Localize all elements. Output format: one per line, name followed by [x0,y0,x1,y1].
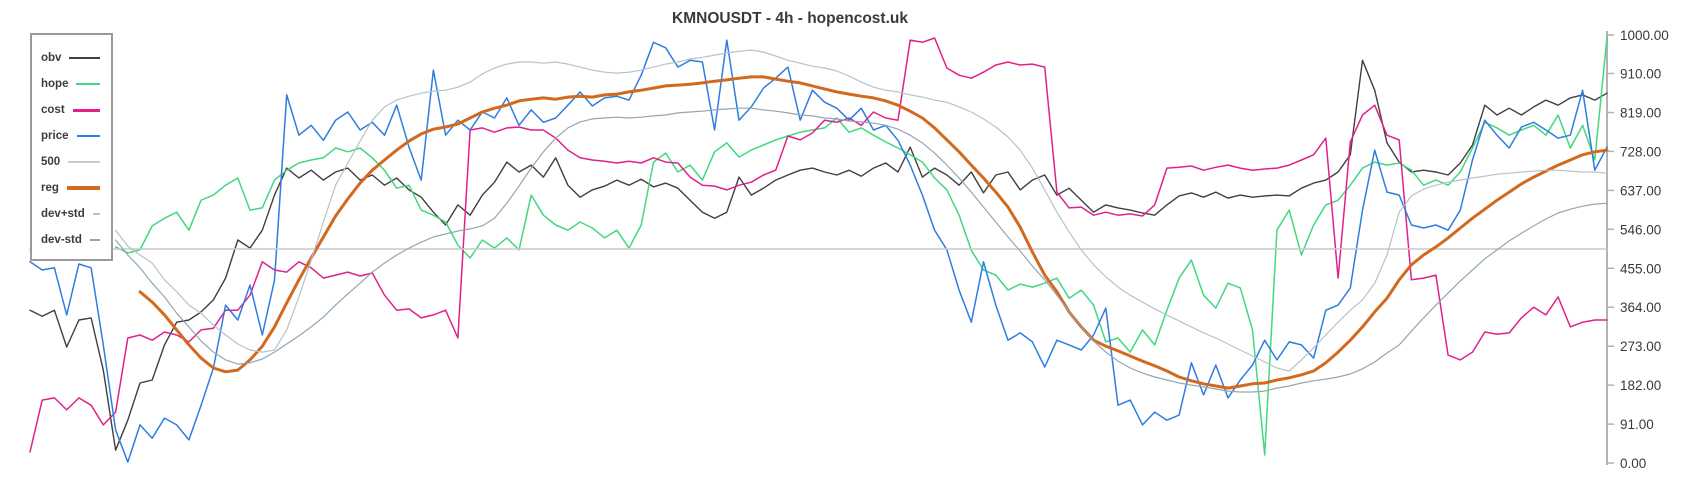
legend-item-swatch [76,135,100,137]
series-line-hope [114,36,1608,456]
y-axis-tick-label: 637.00 [1620,183,1661,198]
y-axis-tick-label: 455.00 [1620,261,1661,276]
legend-item-swatch [66,186,100,190]
legend-item-label: dev+std [41,208,85,220]
legend-item-reg[interactable]: reg [41,175,102,201]
legend-item-label: dev-std [41,234,82,246]
series-line-price [29,39,1608,463]
legend-item-label: price [41,130,69,142]
series-line-cost [29,37,1608,453]
legend-item-swatch [89,239,100,241]
legend-item-dev+std[interactable]: dev+std [41,201,102,227]
y-axis-tick-label: 910.00 [1620,67,1661,82]
y-axis-tick-label: 1000.00 [1620,28,1669,43]
y-axis-tick-label: 546.00 [1620,222,1661,237]
y-axis-tick-label: 728.00 [1620,144,1661,159]
series-line-obv [29,59,1608,451]
chart-title: KMNOUSDT - 4h - hopencost.uk [672,10,908,27]
legend-item-label: obv [41,52,62,64]
legend-item-label: cost [41,104,65,116]
legend-item-swatch [92,213,100,215]
y-axis-tick-label: 364.00 [1620,300,1661,315]
legend-item-500[interactable]: 500 [41,149,102,175]
legend-item-dev-std[interactable]: dev-std [41,227,102,253]
legend-item-swatch [69,57,100,59]
legend-item-obv[interactable]: obv [41,45,102,71]
series-line-reg [138,75,1609,390]
y-axis-tick-label: 182.00 [1620,378,1661,393]
y-axis-tick-label: 273.00 [1620,339,1661,354]
series-line-dev-std [114,107,1608,393]
legend-item-swatch [68,161,100,163]
legend-item-label: reg [41,182,59,194]
legend-item-swatch [76,83,100,85]
legend-item-price[interactable]: price [41,123,102,149]
legend-item-swatch [72,108,100,112]
legend-item-label: hope [41,78,69,90]
y-axis-tick-label: 819.00 [1620,106,1661,121]
y-axis-tick-label: 0.00 [1620,456,1646,471]
legend-item-cost[interactable]: cost [41,97,102,123]
series-line-dev+std [114,49,1608,372]
legend-item-hope[interactable]: hope [41,71,102,97]
chart-legend[interactable]: obv hope cost price 500 reg dev+std dev-std [30,33,113,261]
legend-item-label: 500 [41,156,61,168]
y-axis-tick-label: 91.00 [1620,417,1654,432]
